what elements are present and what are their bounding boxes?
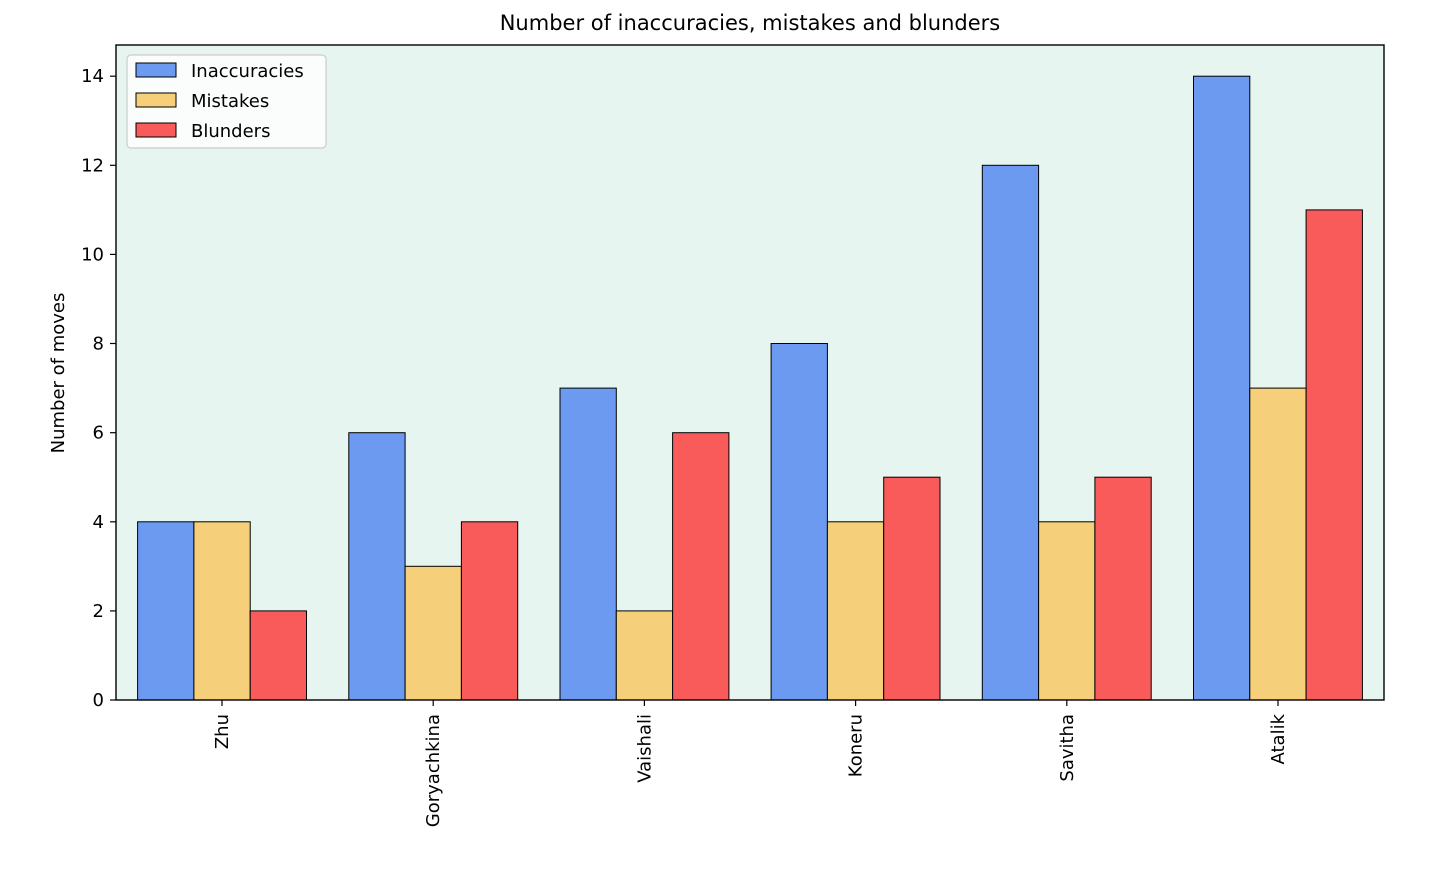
bar-inaccuracies-goryachkina — [348, 432, 406, 701]
bar-blunders-atalik — [1305, 209, 1363, 701]
y-tick-label: 4 — [93, 512, 104, 533]
legend-label-blunders: Blunders — [191, 121, 270, 142]
bar-inaccuracies-zhu — [137, 521, 195, 701]
legend-swatch-inaccuracies — [135, 62, 177, 78]
y-tick-label: 0 — [93, 690, 104, 711]
legend: Inaccuracies Mistakes Blunders — [126, 54, 327, 149]
legend-label-mistakes: Mistakes — [191, 91, 269, 112]
bar-blunders-koneru — [883, 476, 941, 701]
y-tick-label: 12 — [81, 155, 104, 176]
bar-mistakes-vaishali — [615, 610, 674, 701]
y-tick-label: 14 — [81, 66, 104, 87]
bar-blunders-zhu — [249, 610, 307, 701]
y-tick-label: 10 — [81, 244, 104, 265]
chart-title: Number of inaccuracies, mistakes and blu… — [500, 11, 1001, 35]
bar-mistakes-zhu — [193, 521, 251, 701]
bar-inaccuracies-atalik — [1193, 75, 1251, 701]
x-tick-label: Savitha — [1057, 714, 1078, 782]
bar-blunders-savitha — [1094, 476, 1152, 701]
y-tick-label: 6 — [93, 423, 104, 444]
bar-blunders-vaishali — [672, 432, 730, 701]
x-tick-label: Atalik — [1268, 713, 1289, 764]
bar-mistakes-koneru — [826, 521, 885, 701]
bar-inaccuracies-savitha — [981, 164, 1040, 701]
x-tick-label: Vaishali — [634, 714, 655, 783]
y-axis-label: Number of moves — [48, 293, 69, 454]
bar-mistakes-savitha — [1038, 521, 1096, 701]
plot-frame — [115, 44, 1385, 701]
bar-mistakes-atalik — [1249, 387, 1307, 701]
bars-layer — [137, 75, 1363, 701]
x-tick-label: Zhu — [212, 714, 233, 749]
y-tick-label: 8 — [93, 334, 104, 355]
bar-inaccuracies-koneru — [770, 343, 828, 701]
plot-area — [116, 45, 1384, 700]
legend-box — [126, 54, 327, 149]
x-axis: Zhu Goryachkina Vaishali Koneru Savitha Atali… — [212, 700, 1289, 827]
legend-swatch-blunders — [135, 122, 177, 138]
x-tick-label: Koneru — [846, 714, 867, 777]
y-axis: 0 2 4 6 8 10 12 14 — [81, 66, 116, 711]
bar-mistakes-goryachkina — [404, 565, 462, 701]
legend-swatch-mistakes — [135, 92, 177, 108]
bar-inaccuracies-vaishali — [559, 387, 617, 701]
y-tick-label: 2 — [93, 601, 104, 622]
x-tick-label: Goryachkina — [423, 714, 444, 827]
bar-blunders-goryachkina — [460, 521, 519, 701]
legend-label-inaccuracies: Inaccuracies — [191, 61, 304, 82]
